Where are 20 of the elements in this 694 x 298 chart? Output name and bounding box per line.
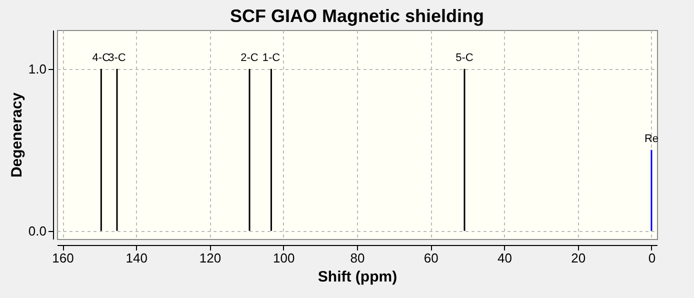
annotation: 5-C (456, 52, 474, 64)
x-tick-label: 60 (424, 250, 438, 266)
annotation: 4-C (92, 52, 110, 64)
x-tick-label: 160 (52, 250, 74, 266)
x-tick-label: 20 (571, 250, 586, 266)
x-tick-label: 80 (350, 250, 365, 266)
x-tick-label: 0 (648, 250, 656, 266)
x-tick-label: 100 (273, 250, 295, 266)
annotation: 1-C (262, 52, 280, 64)
annotation: Re (644, 132, 659, 145)
y-axis-title: Degeneracy (8, 92, 26, 178)
annotation: 2-C (240, 52, 258, 64)
chart-title: SCF GIAO Magnetic shielding (230, 6, 484, 26)
y-tick-label: 0.0 (28, 223, 46, 238)
x-axis-title: Shift (ppm) (318, 268, 398, 286)
x-tick-label: 140 (126, 250, 148, 266)
y-tick-label: 1.0 (28, 61, 46, 76)
annotation: 3-C (108, 52, 126, 64)
x-tick-label: 40 (498, 250, 512, 266)
x-tick-label: 120 (199, 250, 222, 266)
